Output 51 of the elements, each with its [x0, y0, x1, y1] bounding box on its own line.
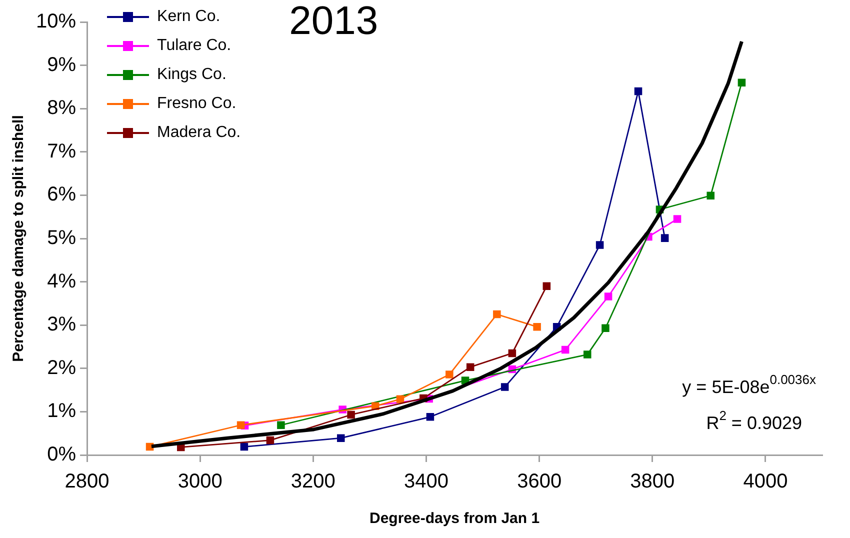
x-tick-label: 3400	[404, 470, 448, 493]
x-tick-label: 2800	[64, 470, 110, 493]
point	[583, 350, 592, 358]
y-tick-label: 3%	[47, 314, 76, 336]
y-tick-label: 9%	[47, 54, 76, 76]
point	[561, 346, 570, 354]
point	[738, 78, 746, 86]
chart-title: 2013	[289, 0, 378, 43]
legend-label: Tulare Co.	[157, 36, 232, 54]
y-tick-label: 8%	[47, 97, 76, 120]
legend-label: Kings Co.	[157, 66, 226, 84]
point	[604, 292, 612, 300]
y-tick-label: 5%	[47, 227, 76, 250]
point	[336, 434, 345, 442]
y-tick-label: 0%	[47, 444, 76, 466]
point	[493, 310, 501, 318]
x-tick-label: 3600	[517, 470, 562, 493]
point	[266, 436, 274, 444]
x-tick-label: 4000	[743, 470, 788, 493]
y-tick-label: 10%	[36, 10, 76, 33]
point	[426, 413, 434, 421]
x-axis-title: Degree-days from Jan 1	[369, 510, 540, 528]
x-tick-label: 3200	[290, 470, 336, 493]
legend-label: Madera Co.	[157, 124, 241, 142]
y-tick-label: 1%	[47, 400, 76, 422]
point	[236, 421, 245, 430]
y-tick-label: 6%	[47, 184, 76, 206]
legend-label: Kern Co.	[157, 8, 220, 26]
point	[673, 215, 682, 223]
point	[396, 395, 404, 404]
point	[500, 383, 509, 391]
point	[277, 421, 285, 430]
point	[596, 241, 604, 249]
y-tick-label: 4%	[47, 270, 76, 292]
point	[347, 410, 355, 419]
point	[542, 282, 551, 290]
point	[706, 192, 715, 200]
legend-label: Fresno Co.	[157, 94, 236, 112]
point	[508, 349, 516, 358]
point	[240, 442, 248, 451]
point	[466, 363, 474, 371]
point	[446, 370, 454, 378]
y-axis-title: Percentage damage to split inshell	[10, 115, 28, 362]
point	[533, 322, 541, 331]
point	[634, 87, 642, 96]
y-tick-label: 2%	[47, 356, 76, 379]
y-tick-label: 7%	[47, 140, 76, 162]
point	[660, 234, 669, 242]
x-tick-label: 3000	[178, 470, 222, 493]
point	[602, 324, 610, 332]
x-tick-label: 3800	[630, 470, 675, 493]
